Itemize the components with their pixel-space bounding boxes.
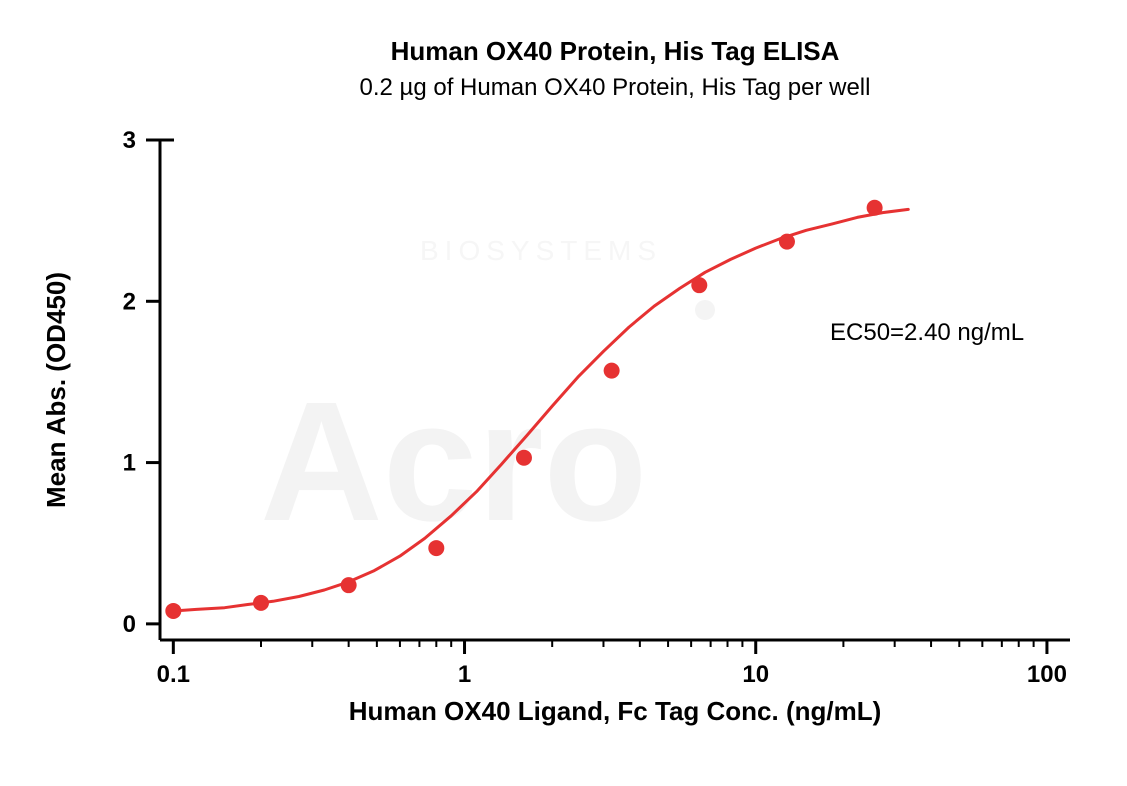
x-axis-label: Human OX40 Ligand, Fc Tag Conc. (ng/mL) bbox=[349, 696, 882, 726]
data-point bbox=[604, 363, 620, 379]
x-tick-label: 1 bbox=[458, 661, 471, 688]
y-tick-label: 2 bbox=[123, 288, 136, 315]
chart-container: BIOSYSTEMS Acro Human OX40 Protein, His Ta… bbox=[0, 0, 1127, 786]
x-tick-label: 10 bbox=[742, 661, 769, 688]
x-tick-label: 100 bbox=[1027, 661, 1067, 688]
data-point bbox=[341, 577, 357, 593]
watermark-dot bbox=[695, 300, 715, 320]
data-point bbox=[691, 277, 707, 293]
chart-title: Human OX40 Protein, His Tag ELISA bbox=[391, 36, 840, 66]
data-point bbox=[165, 603, 181, 619]
elisa-chart-svg: BIOSYSTEMS Acro Human OX40 Protein, His Ta… bbox=[0, 0, 1127, 786]
y-tick-label: 1 bbox=[123, 450, 136, 477]
y-tick-label: 3 bbox=[123, 127, 136, 154]
x-tick-label: 0.1 bbox=[157, 661, 190, 688]
watermark-big: Acro bbox=[260, 367, 647, 557]
chart-subtitle: 0.2 µg of Human OX40 Protein, His Tag pe… bbox=[360, 74, 871, 101]
data-point bbox=[867, 200, 883, 216]
data-point bbox=[779, 234, 795, 250]
data-point bbox=[516, 450, 532, 466]
watermark-small: BIOSYSTEMS bbox=[420, 235, 662, 266]
ec50-annotation: EC50=2.40 ng/mL bbox=[830, 319, 1024, 346]
data-point bbox=[428, 540, 444, 556]
data-point bbox=[253, 595, 269, 611]
y-tick-label: 0 bbox=[123, 611, 136, 638]
y-axis-label: Mean Abs. (OD450) bbox=[41, 272, 71, 508]
